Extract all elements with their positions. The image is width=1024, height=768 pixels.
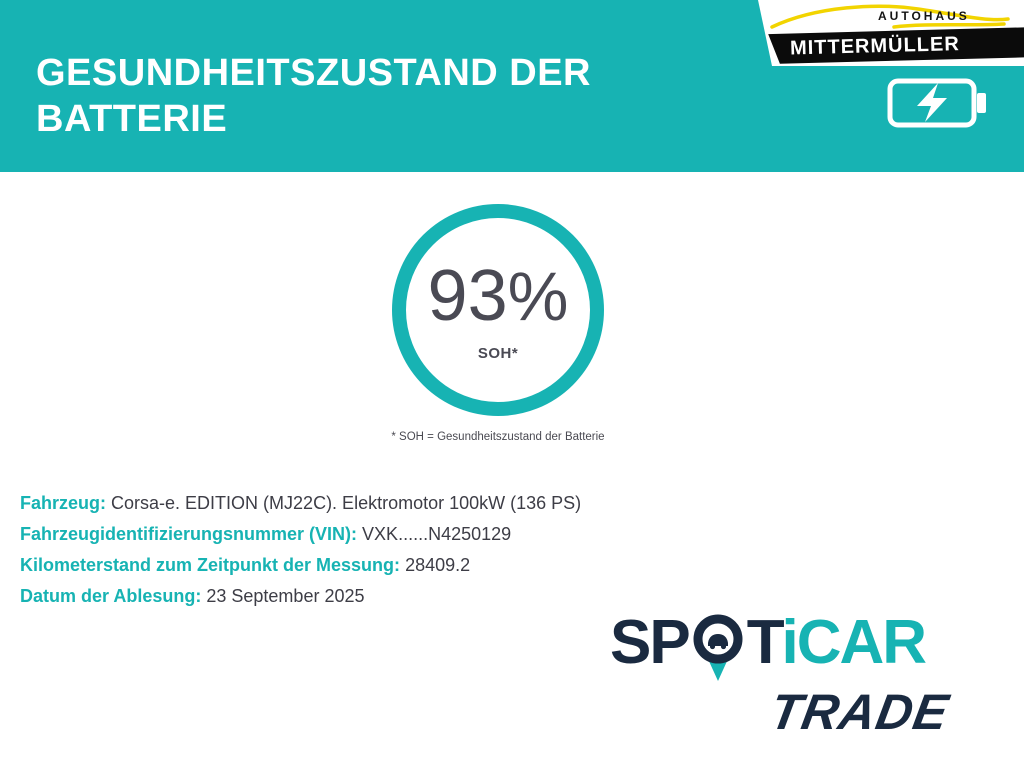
detail-value: Corsa-e. EDITION (MJ22C). Elektromotor 1… (111, 493, 582, 513)
page-title-line1: GESUNDHEITSZUSTAND DER (36, 52, 591, 94)
spoticar-text-sp: SP (610, 608, 691, 677)
spoticar-trade-logo: SP TiCAR TRADE (610, 612, 953, 741)
detail-value: VXK......N4250129 (362, 524, 512, 544)
detail-row-mileage: Kilometerstand zum Zeitpunkt der Messung… (20, 550, 581, 581)
gauge-value: 93% (428, 260, 569, 333)
dealer-name: MITTERMÜLLER (789, 33, 961, 60)
vehicle-details: Fahrzeug: Corsa-e. EDITION (MJ22C). Elek… (20, 488, 581, 612)
detail-row-date: Datum der Ablesung: 23 September 2025 (20, 581, 581, 612)
battery-charging-icon (887, 78, 986, 128)
location-pin-icon (693, 614, 743, 681)
dealer-logo: AUTOHAUS MITTERMÜLLER (758, 0, 1024, 66)
spoticar-text-car: CAR (796, 608, 927, 677)
detail-value: 23 September 2025 (206, 586, 365, 606)
spoticar-text-i: i (781, 608, 798, 677)
trade-label: TRADE (765, 684, 953, 740)
car-swoosh-icon (770, 4, 1010, 29)
spoticar-text-t: T (746, 608, 784, 677)
gauge-unit: % (507, 259, 569, 335)
gauge-label: SOH* (477, 345, 519, 362)
detail-label: Datum der Ablesung: (20, 586, 202, 606)
detail-row-vin: Fahrzeugidentifizierungsnummer (VIN): VX… (20, 519, 581, 550)
soh-gauge: 93% SOH* (392, 204, 604, 416)
page-title: GESUNDHEITSZUSTAND DER BATTERIE (36, 50, 591, 142)
detail-value: 28409.2 (405, 555, 471, 575)
detail-row-vehicle: Fahrzeug: Corsa-e. EDITION (MJ22C). Elek… (20, 488, 581, 519)
detail-label: Fahrzeug: (20, 493, 107, 513)
detail-label: Fahrzeugidentifizierungsnummer (VIN): (20, 524, 358, 544)
header-banner: GESUNDHEITSZUSTAND DER BATTERIE AUTOHAUS… (0, 0, 1024, 172)
gauge-number: 93 (427, 256, 508, 336)
spoticar-wordmark: SP TiCAR (610, 612, 950, 683)
detail-label: Kilometerstand zum Zeitpunkt der Messung… (20, 555, 401, 575)
trade-line: TRADE (610, 684, 953, 740)
dealer-name-banner: MITTERMÜLLER (768, 26, 1024, 64)
page-title-line2: BATTERIE (36, 98, 228, 140)
autohaus-label: AUTOHAUS (878, 9, 970, 23)
gauge-footnote: * SOH = Gesundheitszustand der Batterie (391, 431, 605, 443)
